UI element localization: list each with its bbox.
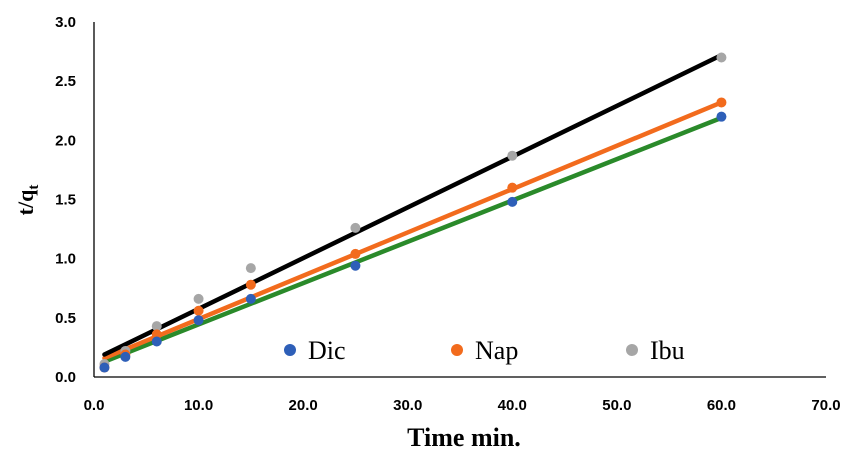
trendlines bbox=[102, 52, 724, 364]
y-tick-label: 0.5 bbox=[55, 310, 76, 327]
point-nap bbox=[716, 97, 727, 108]
point-ibu bbox=[350, 222, 361, 233]
point-dic bbox=[151, 336, 162, 347]
point-dic bbox=[507, 196, 518, 207]
y-tick-label: 2.0 bbox=[55, 132, 76, 149]
point-dic bbox=[193, 315, 204, 326]
point-nap bbox=[151, 329, 162, 340]
y-axis-title-main: t/q bbox=[13, 189, 38, 215]
legend-label-ibu: Ibu bbox=[650, 336, 685, 365]
trendline-nap bbox=[102, 100, 724, 361]
y-tick-labels: 0.0 0.5 1.0 1.5 2.0 2.5 3.0 bbox=[55, 14, 76, 386]
point-dic bbox=[350, 260, 361, 271]
legend-label-nap: Nap bbox=[475, 336, 518, 365]
axes bbox=[93, 22, 826, 378]
point-ibu bbox=[245, 263, 256, 274]
point-ibu bbox=[193, 293, 204, 304]
trendline-dic bbox=[102, 115, 724, 364]
x-tick-label: 70.0 bbox=[811, 397, 840, 414]
point-ibu bbox=[151, 321, 162, 332]
y-tick-label: 0.0 bbox=[55, 369, 76, 386]
x-tick-label: 20.0 bbox=[289, 397, 318, 414]
legend-marker-ibu bbox=[626, 344, 638, 356]
point-ibu bbox=[507, 150, 518, 161]
legend: Dic Nap Ibu bbox=[284, 336, 685, 365]
x-tick-label: 30.0 bbox=[393, 397, 422, 414]
x-tick-labels: 0.0 10.0 20.0 30.0 40.0 50.0 60.0 70.0 bbox=[84, 397, 841, 414]
point-nap bbox=[193, 305, 204, 316]
legend-label-dic: Dic bbox=[308, 336, 346, 365]
point-nap bbox=[350, 248, 361, 259]
x-tick-label: 10.0 bbox=[184, 397, 213, 414]
x-tick-label: 60.0 bbox=[707, 397, 736, 414]
point-ibu bbox=[716, 52, 727, 63]
data-points bbox=[99, 52, 727, 373]
trendline-ibu bbox=[102, 52, 724, 357]
y-tick-label: 1.5 bbox=[55, 192, 76, 209]
legend-marker-nap bbox=[451, 344, 463, 356]
y-axis-title: t/qt bbox=[13, 185, 42, 216]
svg-text:t/qt: t/qt bbox=[13, 185, 42, 216]
y-axis-title-subscript: t bbox=[26, 185, 42, 190]
point-nap bbox=[507, 182, 518, 193]
legend-marker-dic bbox=[284, 344, 296, 356]
point-dic bbox=[120, 351, 131, 362]
point-nap bbox=[245, 279, 256, 290]
x-tick-label: 50.0 bbox=[602, 397, 631, 414]
x-tick-label: 0.0 bbox=[84, 397, 105, 414]
x-axis-title: Time min. bbox=[407, 423, 521, 451]
y-tick-label: 1.0 bbox=[55, 251, 76, 268]
point-dic bbox=[716, 111, 727, 122]
x-tick-label: 40.0 bbox=[498, 397, 527, 414]
y-tick-label: 2.5 bbox=[55, 73, 76, 90]
y-tick-label: 3.0 bbox=[55, 14, 76, 31]
point-dic bbox=[99, 362, 110, 373]
point-dic bbox=[245, 293, 256, 304]
